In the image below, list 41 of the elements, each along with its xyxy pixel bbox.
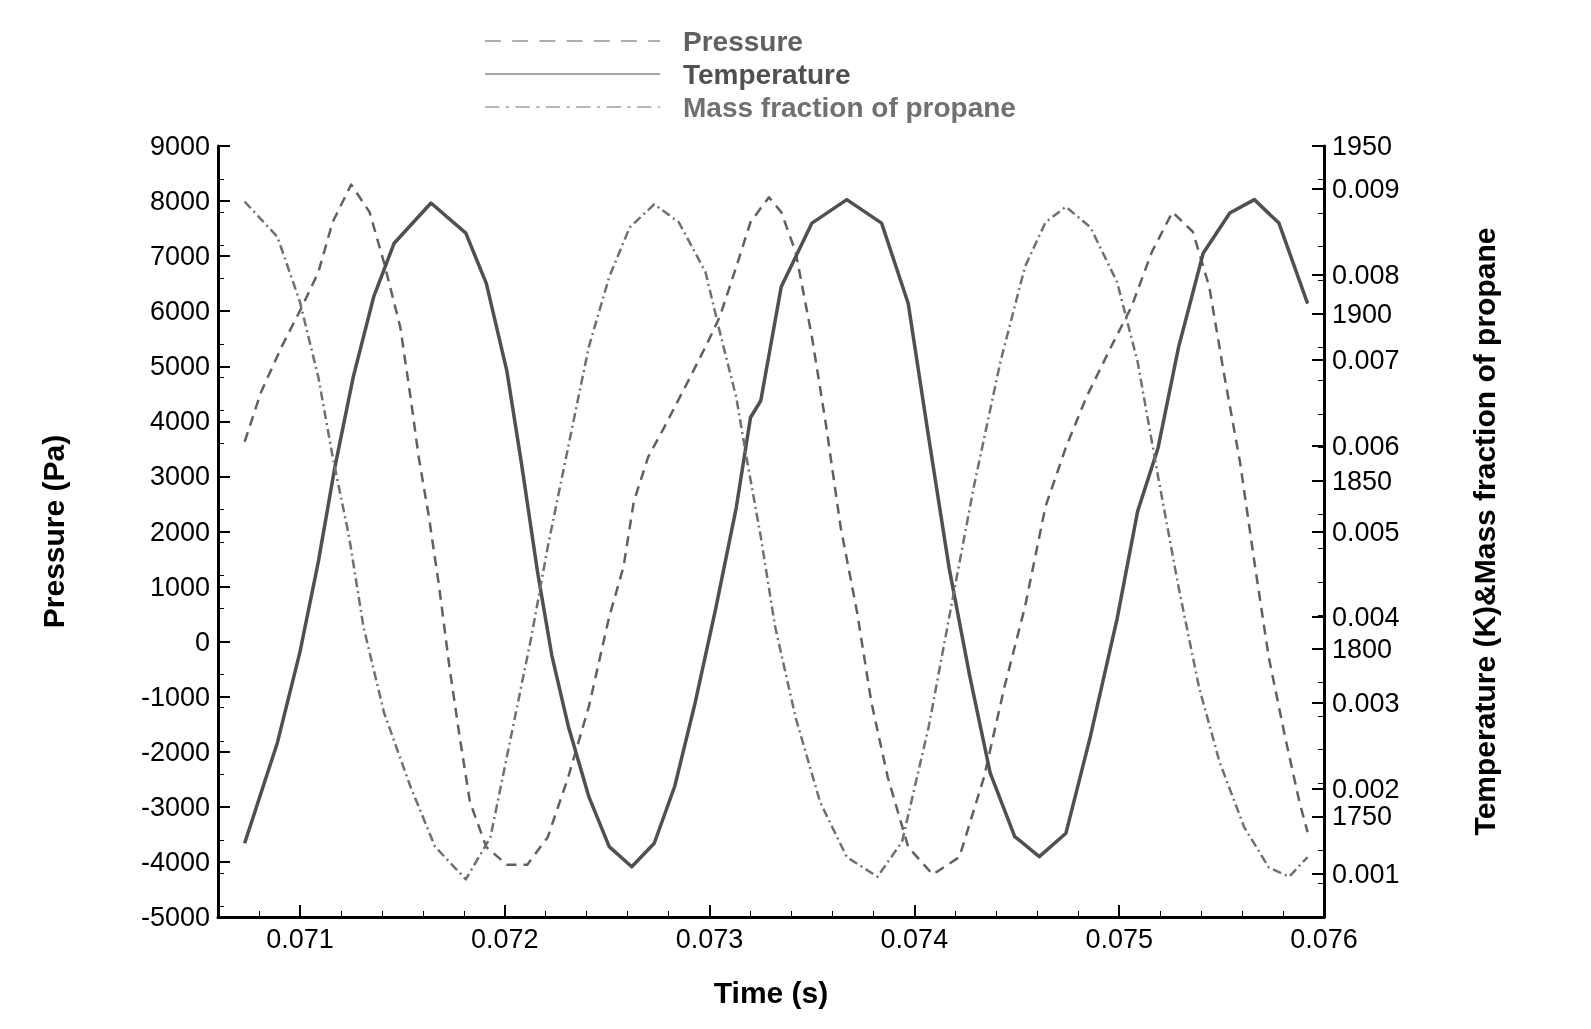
- y-tick-label: -5000: [140, 902, 210, 932]
- y-tick-label: 3000: [149, 461, 210, 492]
- y3-tick-label: 0.008: [1332, 259, 1400, 290]
- y-axis-title: Pressure (Pa): [36, 434, 70, 629]
- y2-tick-label: 1800: [1332, 633, 1393, 664]
- y3-tick-label: 0.001: [1332, 859, 1400, 890]
- y3-tick-label: 0.004: [1332, 602, 1400, 633]
- y2-axis-title: Temperature (K)&Mass fraction of propane: [1467, 227, 1501, 836]
- x-tick-label: 0.076: [1290, 923, 1358, 954]
- x-axis-title: Time (s): [713, 975, 829, 1009]
- legend-label: Pressure: [683, 25, 803, 57]
- y2-tick-label: 1850: [1332, 466, 1393, 497]
- y-tick-label: 7000: [149, 241, 210, 272]
- y3-tick-label: 0.005: [1332, 516, 1400, 547]
- y3-tick-label: 0.003: [1332, 687, 1400, 718]
- y3-tick-label: 0.009: [1332, 173, 1400, 204]
- x-tick-label: 0.073: [675, 923, 744, 954]
- x-tick-label: 0.072: [470, 923, 539, 954]
- y-tick-label: -4000: [140, 846, 210, 877]
- y3-tick-label: 0.002: [1332, 773, 1400, 804]
- text: Temperature: [683, 58, 851, 90]
- y2-tick-label: 1900: [1332, 298, 1393, 329]
- x-tick-label: 0.071: [266, 923, 334, 954]
- y-tick-label: -1000: [140, 681, 210, 712]
- y-tick-label: 2000: [149, 516, 210, 547]
- y2-tick-label: 1750: [1332, 801, 1393, 832]
- y3-tick-label: 0.007: [1332, 345, 1400, 376]
- y3-tick-label: 0.006: [1332, 430, 1400, 461]
- y2-tick-label: 1950: [1332, 131, 1393, 161]
- y-tick-label: -2000: [140, 736, 210, 767]
- y-tick-label: 5000: [149, 351, 210, 382]
- x-tick-label: 0.075: [1085, 923, 1153, 954]
- y-tick-label: 6000: [149, 296, 210, 327]
- y-tick-label: 1000: [149, 571, 210, 602]
- y-tick-label: 9000: [149, 131, 210, 161]
- y-tick-label: 0: [194, 626, 210, 657]
- y-tick-label: 8000: [149, 186, 210, 217]
- legend-label: Mass fraction of propane: [683, 91, 1016, 123]
- y-tick-label: 4000: [149, 406, 210, 437]
- y-tick-label: -3000: [140, 791, 210, 822]
- x-tick-label: 0.074: [880, 923, 949, 954]
